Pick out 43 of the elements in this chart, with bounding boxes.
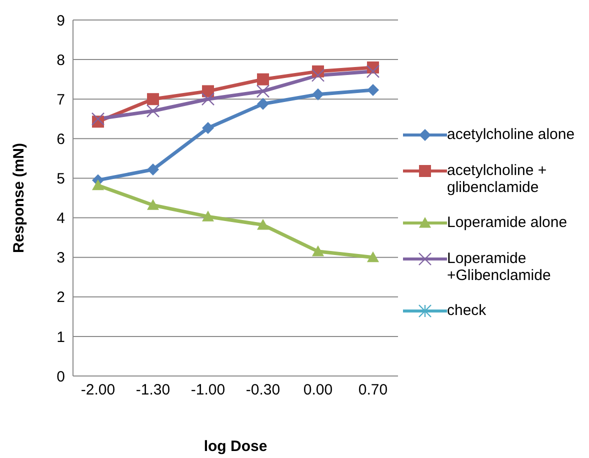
point <box>257 73 269 86</box>
point <box>201 92 215 106</box>
point <box>311 68 325 82</box>
x-tick-label: 0.00 <box>303 382 333 399</box>
point <box>312 245 324 256</box>
x-tick-label: -0.30 <box>246 382 280 399</box>
point <box>147 93 159 106</box>
legend-label: check <box>447 302 488 319</box>
point <box>202 122 214 134</box>
y-tick-label: 9 <box>56 12 65 30</box>
point <box>147 199 159 210</box>
x-tick-label: -2.00 <box>80 382 116 399</box>
legend-label: Loperamide alone <box>447 214 568 231</box>
point <box>147 164 159 176</box>
y-axis-title: Response (mN) <box>10 142 28 254</box>
point <box>367 251 379 262</box>
point <box>312 88 324 100</box>
y-tick-label: 0 <box>56 368 65 386</box>
y-tick-label: 1 <box>56 328 65 346</box>
point <box>202 85 214 98</box>
point <box>367 84 379 96</box>
point <box>256 84 270 98</box>
x-axis-title: log Dose <box>204 438 268 455</box>
point <box>92 179 104 190</box>
x-tick-label: -1.00 <box>190 382 226 399</box>
point <box>366 64 380 78</box>
point <box>257 98 269 110</box>
legend-label: Loperamide +Glibenclamide <box>447 250 552 284</box>
point <box>202 210 214 222</box>
x-tick-label: -1.30 <box>136 382 170 399</box>
y-tick-label: 3 <box>56 250 65 267</box>
y-tick-label: 7 <box>56 91 65 108</box>
point <box>91 112 105 126</box>
point <box>257 218 269 230</box>
y-tick-label: 2 <box>56 289 65 306</box>
point <box>146 104 160 118</box>
y-tick-label: 4 <box>56 210 65 228</box>
y-tick-label: 8 <box>56 52 65 69</box>
x-tick-label: 0.70 <box>358 382 388 399</box>
y-tick-label: 5 <box>56 170 65 188</box>
y-tick-label: 6 <box>56 130 65 148</box>
legend-label: acetylcholine alone <box>447 126 575 143</box>
legend-label: acetylcholine + glibenclamide <box>447 162 548 196</box>
